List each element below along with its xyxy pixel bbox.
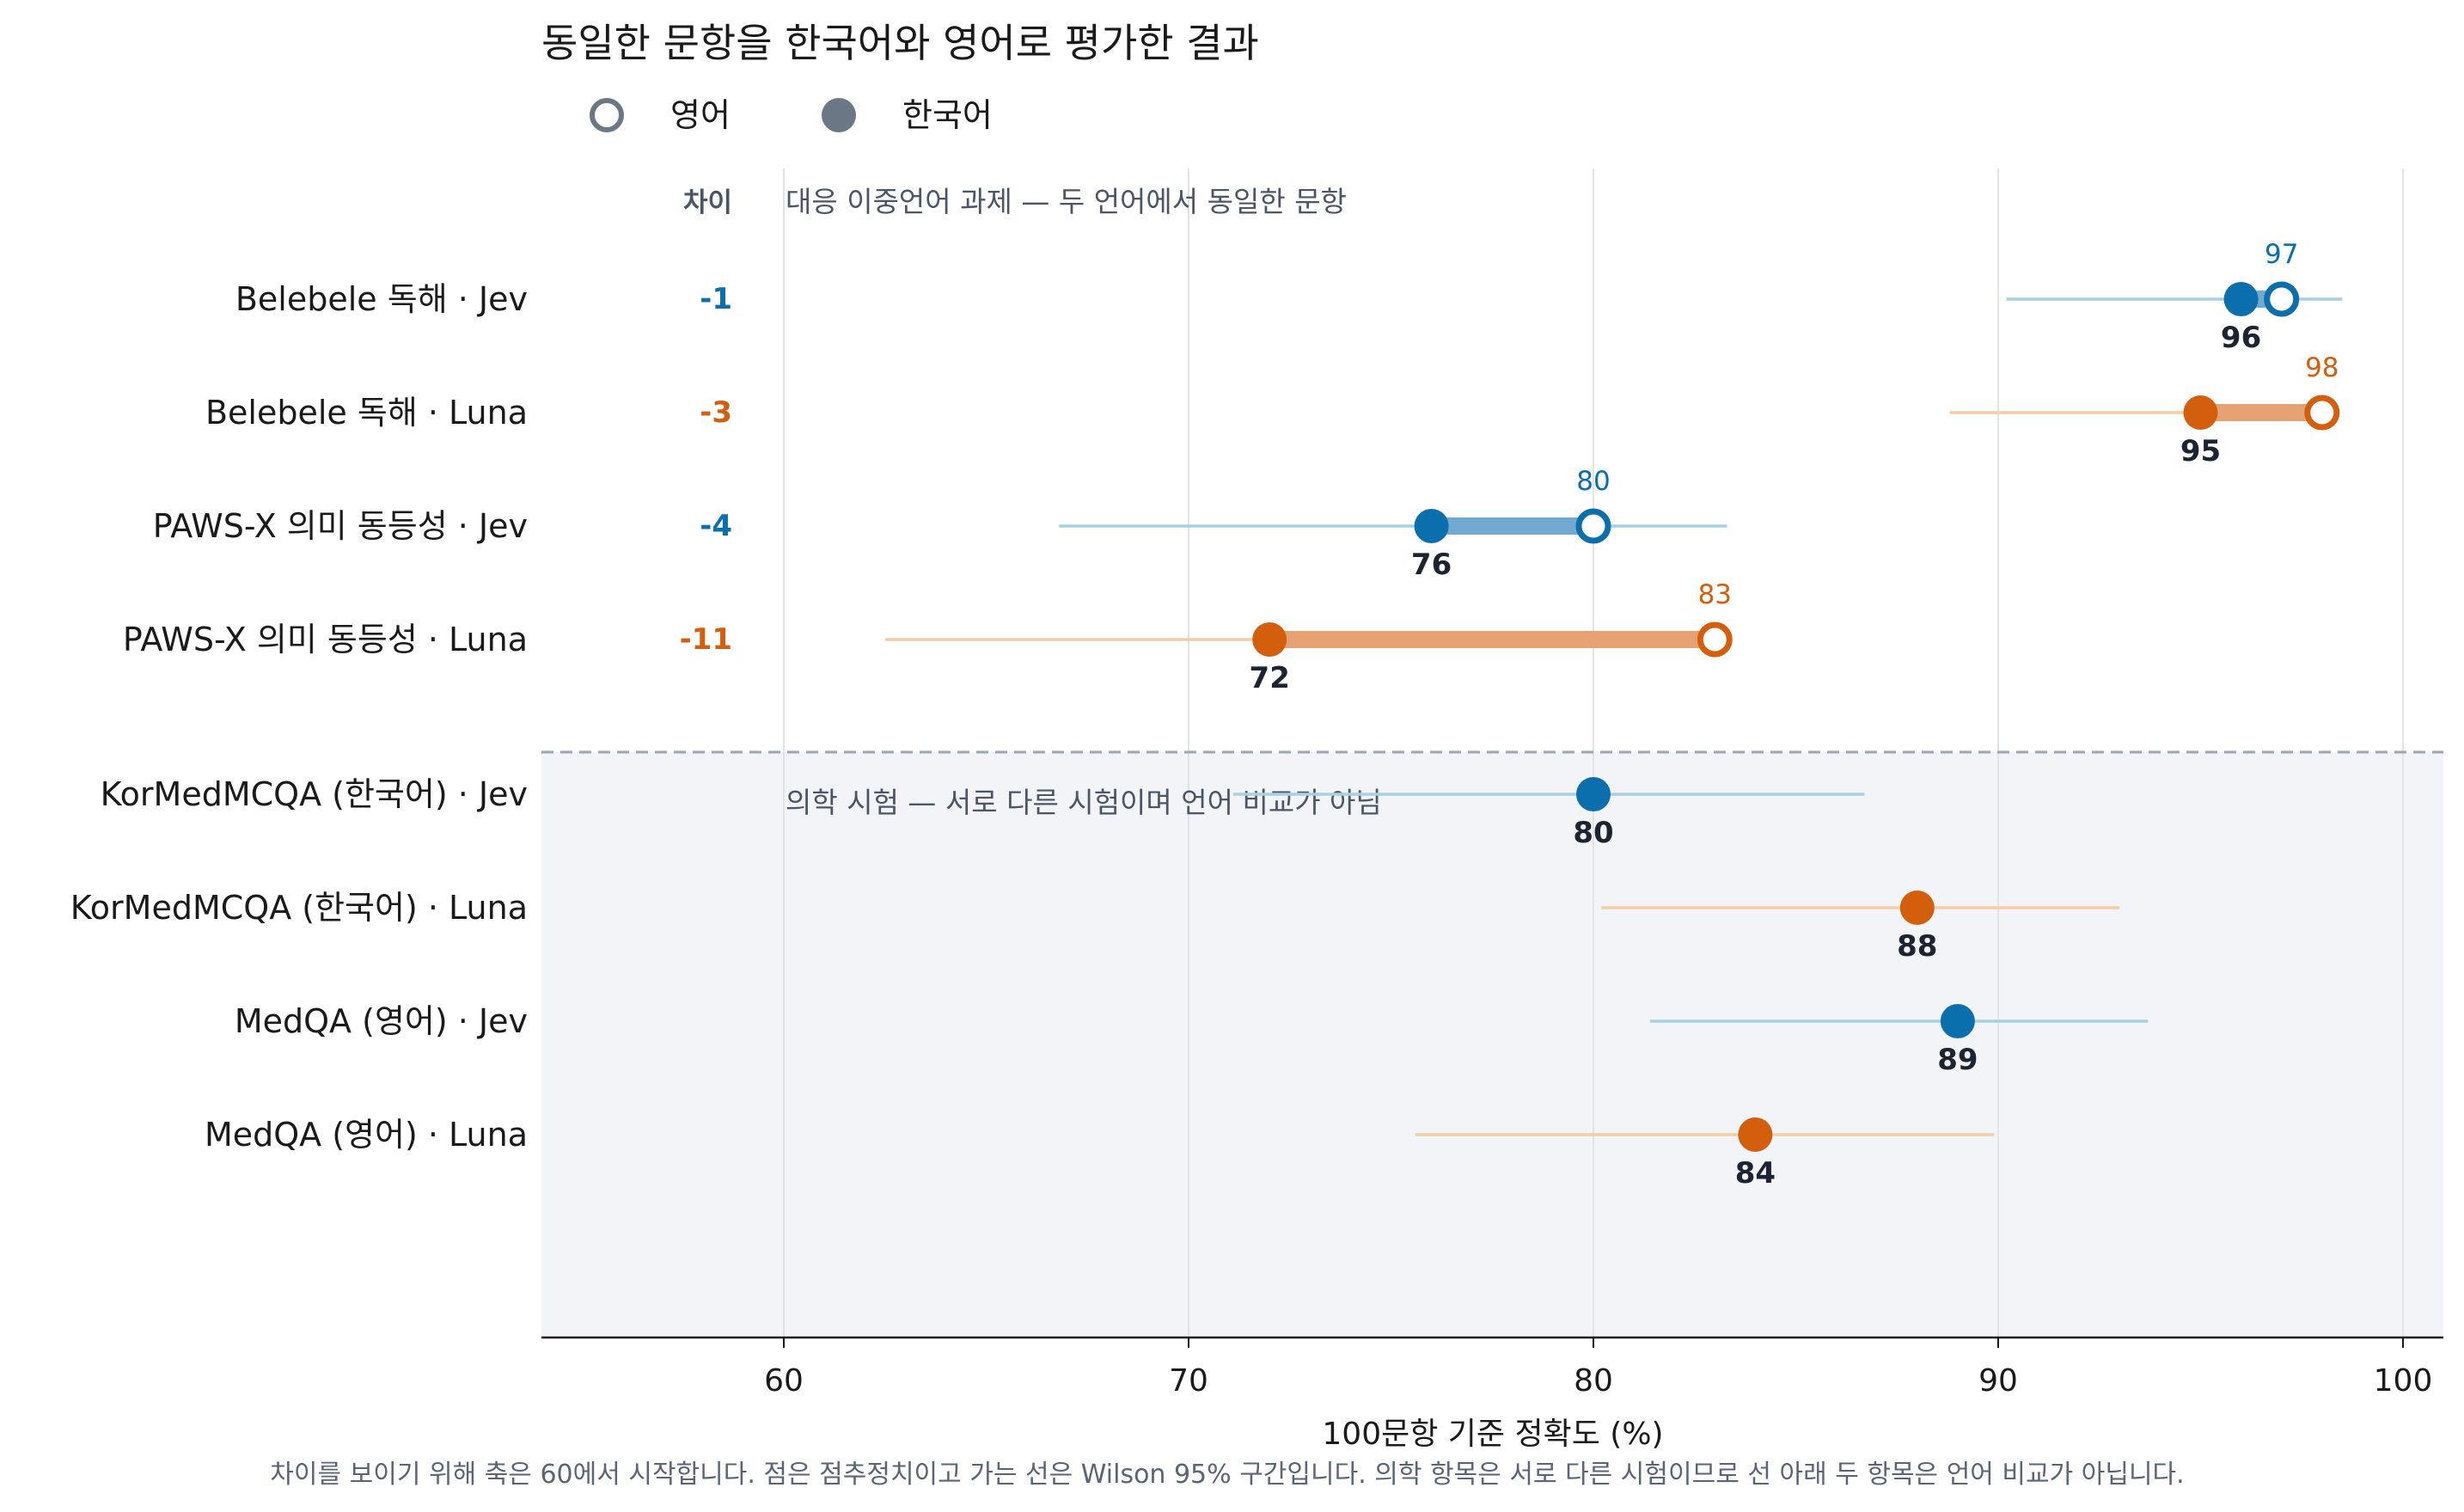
plot-area: 60 70 80 90 100 차이 대응 이중언어 과제 — 두 언어에서 동일한 문항의… <box>70 168 2443 1399</box>
value-label: 80 <box>1573 816 1613 850</box>
english-value-label: 97 <box>2265 239 2298 270</box>
english-value-label: 98 <box>2305 352 2339 383</box>
legend-label: 영어 <box>670 96 731 134</box>
x-tick-label: 60 <box>764 1363 804 1399</box>
row-label: MedQA (영어) · Luna <box>205 1116 528 1154</box>
legend-label: 한국어 <box>902 96 993 134</box>
english-point <box>2304 395 2340 431</box>
korean-point <box>1252 622 1287 657</box>
value-label: 89 <box>1937 1043 1978 1077</box>
value-label: 84 <box>1735 1156 1776 1191</box>
korean-value-label: 96 <box>2221 321 2261 355</box>
legend-marker-filled <box>822 98 856 132</box>
english-point <box>1697 621 1733 658</box>
data-point <box>1576 777 1611 811</box>
footnote: 차이를 보이기 위해 축은 60에서 시작합니다. 점은 점추정치이고 가는 선… <box>270 1460 2184 1490</box>
legend-marker-hollow <box>590 98 624 132</box>
section-title: 대응 이중언어 과제 — 두 언어에서 동일한 문항 <box>786 185 1347 218</box>
english-value-label: 83 <box>1698 579 1732 610</box>
x-axis-label: 100문항 기준 정확도 (%) <box>1322 1417 1663 1452</box>
data-point <box>1738 1117 1773 1152</box>
diff-value: -1 <box>700 282 732 316</box>
x-tick-label: 100 <box>2374 1363 2433 1399</box>
data-point <box>1940 1004 1975 1038</box>
row-label: KorMedMCQA (한국어) · Jev <box>101 775 528 813</box>
x-tick-label: 70 <box>1169 1363 1208 1399</box>
korean-point <box>2183 395 2218 430</box>
diff-column-header: 차이 <box>683 187 732 218</box>
row-label: PAWS-X 의미 동등성 · Luna <box>123 621 528 658</box>
value-label: 88 <box>1897 929 1937 964</box>
data-point <box>1899 891 1935 925</box>
section-title: 의학 시험 — 서로 다른 시험이며 언어 비교가 아님 <box>786 786 1382 819</box>
english-value-label: 80 <box>1576 466 1610 497</box>
legend: 영어 한국어 <box>590 96 993 134</box>
chart-title: 동일한 문항을 한국어와 영어로 평가한 결과 <box>541 20 1259 66</box>
diff-value: -3 <box>700 395 732 430</box>
row-label: KorMedMCQA (한국어) · Luna <box>70 889 528 927</box>
row-label: Belebele 독해 · Luna <box>205 394 528 432</box>
korean-value-label: 76 <box>1411 548 1452 582</box>
korean-point <box>2223 282 2259 316</box>
section-band <box>541 752 2443 1338</box>
diff-value: -11 <box>680 622 732 657</box>
row-label: MedQA (영어) · Jev <box>235 1002 528 1040</box>
row-label: PAWS-X 의미 동등성 · Jev <box>153 507 528 545</box>
english-point <box>2264 281 2300 317</box>
english-point <box>1575 508 1611 544</box>
x-tick-label: 90 <box>1978 1363 2018 1399</box>
korean-point <box>1414 509 1449 543</box>
diff-value: -4 <box>700 509 732 543</box>
row-label: Belebele 독해 · Jev <box>235 280 528 318</box>
x-tick-label: 80 <box>1574 1363 1613 1399</box>
korean-value-label: 95 <box>2180 434 2221 468</box>
korean-value-label: 72 <box>1250 661 1290 695</box>
